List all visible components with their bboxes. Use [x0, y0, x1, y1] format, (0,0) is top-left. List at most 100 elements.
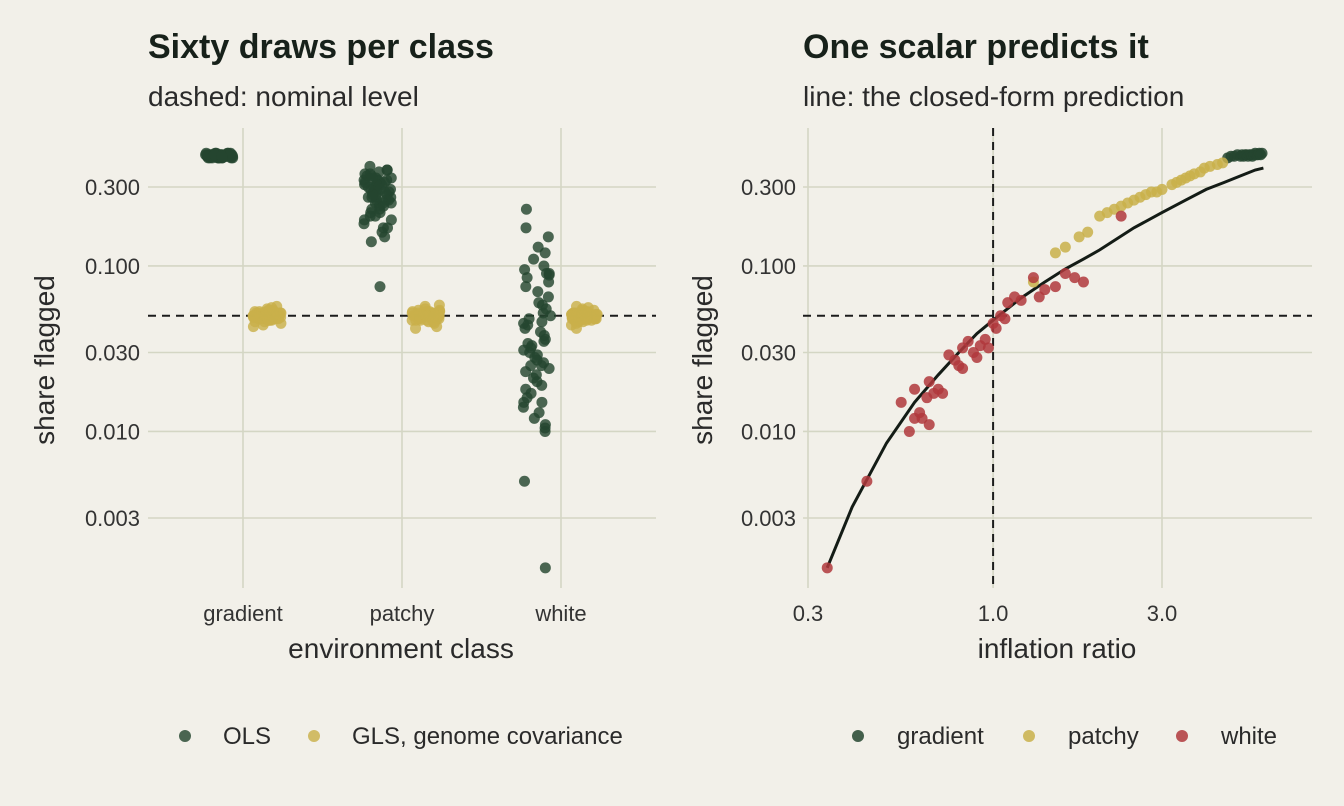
right-legend-label: white: [1220, 723, 1277, 750]
left-panel: Sixty draws per class dashed: nominal le…: [29, 28, 656, 750]
right-title: One scalar predicts it: [803, 28, 1149, 66]
left-y-tick-label: 0.300: [85, 175, 140, 200]
right-points: [821, 147, 1268, 574]
right-grid: [803, 128, 1312, 588]
right-legend-marker: [852, 730, 864, 742]
left-title: Sixty draws per class: [148, 28, 494, 66]
right-y-tick-label: 0.300: [741, 175, 796, 200]
left-grid: [148, 128, 656, 588]
left-point-ols: [536, 379, 548, 391]
left-point-ols: [542, 291, 554, 303]
right-point-white: [1115, 210, 1127, 222]
right-legend-marker: [1023, 730, 1035, 742]
left-point-ols: [539, 562, 551, 574]
left-x-tick-labels: gradient patchy white: [203, 601, 586, 626]
left-point-ols: [535, 360, 547, 372]
right-point-patchy: [1217, 157, 1229, 169]
right-point-white: [923, 419, 935, 431]
right-x-axis-label: inflation ratio: [978, 633, 1137, 664]
left-point-ols: [542, 231, 554, 243]
left-point-ols: [520, 366, 532, 378]
left-point-gls: [571, 300, 583, 312]
left-point-ols: [545, 310, 557, 322]
right-point-white: [957, 363, 969, 375]
left-legend: OLS GLS, genome covariance: [179, 723, 623, 750]
right-point-patchy: [1049, 247, 1061, 259]
left-legend-label: OLS: [223, 723, 271, 750]
left-point-ols: [520, 281, 532, 293]
left-point-ols: [539, 425, 551, 437]
left-point-ols: [520, 203, 532, 215]
left-point-ols: [374, 281, 386, 293]
right-x-tick-label: 0.3: [793, 601, 824, 626]
left-y-tick-label: 0.003: [85, 506, 140, 531]
right-point-patchy: [1073, 231, 1085, 243]
right-legend: gradient patchy white: [852, 723, 1277, 750]
left-point-ols: [379, 231, 391, 243]
left-point-gls: [271, 300, 283, 312]
right-legend-label: patchy: [1068, 723, 1139, 750]
right-point-white: [909, 383, 921, 395]
left-point-ols: [216, 150, 228, 162]
right-point-white: [861, 475, 873, 487]
right-point-white: [1015, 294, 1027, 306]
right-point-white: [1027, 272, 1039, 284]
right-y-tick-label: 0.030: [741, 341, 796, 366]
left-point-gls: [566, 310, 578, 322]
left-point-ols: [518, 317, 530, 329]
right-x-tick-label: 3.0: [1147, 601, 1178, 626]
right-point-white: [982, 342, 994, 354]
left-legend-label: GLS, genome covariance: [352, 723, 623, 750]
left-point-ols: [374, 207, 386, 219]
left-point-ols: [377, 222, 389, 234]
left-point-ols: [536, 316, 548, 328]
right-point-white: [990, 322, 1002, 334]
left-point-ols: [224, 147, 236, 159]
left-point-gls: [590, 310, 602, 322]
left-point-ols: [532, 286, 544, 298]
left-point-gls: [259, 310, 271, 322]
left-subtitle: dashed: nominal level: [148, 81, 419, 112]
right-point-gradient: [1256, 147, 1268, 159]
right-point-white: [962, 335, 974, 347]
left-point-ols: [365, 236, 377, 248]
left-point-gls: [580, 306, 592, 318]
left-points: [200, 147, 603, 574]
right-point-white: [821, 562, 833, 574]
right-point-white: [1069, 272, 1081, 284]
right-point-white: [1077, 276, 1089, 288]
right-y-axis-label: share flagged: [687, 275, 718, 445]
right-point-white: [909, 412, 921, 424]
left-x-axis-label: environment class: [288, 633, 514, 664]
left-point-ols: [539, 247, 551, 259]
right-point-white: [971, 351, 983, 363]
right-legend-label: gradient: [897, 723, 984, 750]
right-prediction-curve: [825, 166, 1264, 569]
right-point-white: [1039, 284, 1051, 296]
right-point-white: [1059, 268, 1071, 280]
left-point-ols: [543, 268, 555, 280]
left-point-ols: [381, 174, 393, 186]
left-legend-marker: [308, 730, 320, 742]
left-point-ols: [518, 475, 530, 487]
left-point-ols: [543, 276, 555, 288]
left-point-ols: [366, 191, 378, 203]
left-point-gls: [247, 321, 259, 333]
left-point-ols: [520, 222, 532, 234]
left-point-ols: [536, 396, 548, 408]
left-point-ols: [384, 183, 396, 195]
left-point-gls: [433, 299, 445, 311]
left-x-tick-label: patchy: [370, 601, 435, 626]
right-x-tick-labels: 0.3 1.0 3.0: [793, 601, 1178, 626]
left-legend-marker: [179, 730, 191, 742]
right-y-tick-label: 0.010: [741, 419, 796, 444]
left-x-tick-label: white: [534, 601, 586, 626]
right-y-tick-label: 0.100: [741, 254, 796, 279]
left-y-tick-label: 0.010: [85, 419, 140, 444]
left-point-ols: [521, 272, 533, 284]
left-point-gls: [410, 322, 422, 334]
left-point-ols: [366, 172, 378, 184]
prediction-line: [825, 166, 1264, 569]
